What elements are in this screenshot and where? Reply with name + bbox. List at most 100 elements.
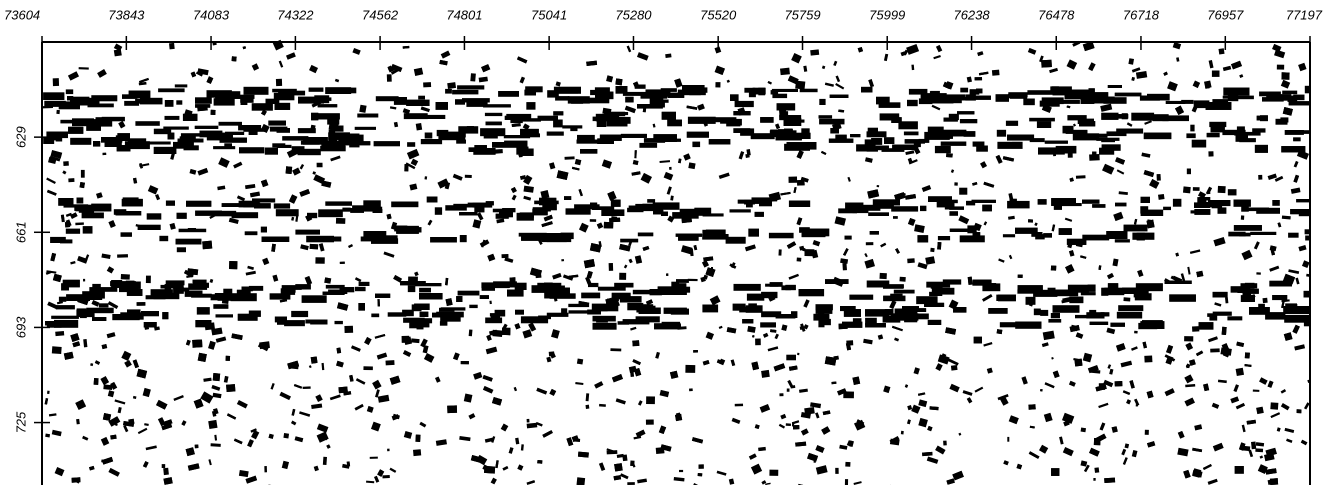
seismic-blob: [1033, 289, 1058, 297]
seismic-blob: [715, 82, 721, 88]
seismic-blob: [637, 232, 654, 237]
seismic-blob: [252, 198, 276, 203]
seismic-blob: [416, 319, 430, 328]
seismic-blob: [637, 478, 648, 484]
seismic-blob: [1182, 186, 1191, 194]
seismic-blob: [308, 365, 312, 369]
x-tick-label: 73843: [108, 7, 145, 22]
seismic-blob: [1252, 128, 1266, 133]
seismic-blob: [1169, 294, 1196, 302]
seismic-blob: [972, 141, 985, 147]
seismic-blob: [1023, 98, 1035, 106]
seismic-blob: [820, 150, 827, 155]
seismic-blob: [971, 199, 996, 203]
seismic-blob: [769, 469, 779, 476]
seismic-blob: [1272, 295, 1288, 301]
seismic-blob: [464, 174, 472, 179]
seismic-blob: [880, 242, 887, 248]
seismic-blob: [767, 346, 779, 352]
seismic-blob: [440, 307, 466, 311]
seismic-blob: [424, 176, 428, 180]
seismic-blob: [1239, 74, 1244, 78]
seismic-blob: [1212, 291, 1228, 298]
seismic-blob: [842, 321, 863, 328]
seismic-blob: [634, 368, 642, 377]
seismic-blob: [946, 478, 955, 485]
seismic-blob: [287, 360, 300, 370]
seismic-blob: [500, 423, 509, 432]
seismic-blob: [295, 229, 320, 235]
seismic-blob: [1235, 367, 1245, 376]
seismic-blob: [236, 400, 248, 409]
seismic-blob: [1230, 396, 1240, 404]
seismic-blob: [387, 64, 397, 73]
seismic-blob: [298, 96, 324, 104]
seismic-blob: [115, 211, 142, 216]
seismic-blob: [1207, 478, 1218, 485]
seismic-blob: [525, 86, 543, 93]
seismic-blob: [577, 134, 595, 143]
seismic-blob: [876, 184, 880, 188]
seismic-blob: [720, 120, 734, 124]
seismic-blob: [273, 203, 291, 209]
seismic-blob: [642, 106, 647, 113]
seismic-blob: [1082, 234, 1110, 241]
seismic-blob: [1008, 215, 1015, 220]
seismic-blob: [311, 403, 323, 409]
seismic-blob: [597, 138, 614, 144]
seismic-blob: [70, 96, 90, 105]
seismic-blob: [654, 323, 678, 330]
seismic-blob: [926, 99, 954, 104]
seismic-blob: [927, 126, 944, 135]
seismic-blob: [75, 399, 87, 410]
seismic-blob: [1294, 344, 1306, 351]
seismic-blob: [852, 318, 862, 325]
seismic-blob: [619, 272, 627, 280]
seismic-blob: [633, 435, 642, 440]
x-tick-label: 73604: [4, 7, 40, 22]
seismic-blob: [596, 119, 607, 127]
seismic-blob: [907, 157, 913, 164]
seismic-blob: [838, 109, 845, 113]
seismic-blob: [1025, 296, 1036, 305]
seismic-blob: [962, 390, 973, 396]
seismic-blob: [1008, 254, 1013, 260]
seismic-blob: [658, 425, 667, 435]
seismic-blob: [819, 118, 845, 125]
seismic-blob: [274, 316, 287, 323]
seismic-blob: [748, 228, 759, 237]
seismic-blob: [937, 241, 942, 250]
seismic-blob: [843, 391, 854, 399]
seismic-blob: [507, 289, 524, 297]
seismic-blob: [553, 119, 563, 128]
seismic-blob: [348, 244, 353, 248]
seismic-blob: [1206, 191, 1211, 195]
seismic-blob: [194, 444, 199, 449]
seismic-blob: [400, 281, 426, 286]
seismic-blob: [882, 315, 901, 323]
seismic-blob: [1062, 125, 1074, 134]
seismic-blob: [950, 365, 958, 371]
seismic-blob: [535, 422, 543, 427]
seismic-blob: [389, 106, 397, 110]
seismic-blob: [1172, 198, 1182, 207]
seismic-blob: [419, 293, 443, 300]
seismic-blob: [555, 81, 561, 87]
seismic-blob: [903, 49, 909, 56]
seismic-blob: [1274, 175, 1284, 182]
seismic-blob: [1208, 151, 1214, 157]
seismic-blob: [195, 210, 222, 216]
seismic-blob: [879, 272, 887, 280]
seismic-blob: [1126, 122, 1133, 127]
seismic-blob: [857, 47, 864, 53]
seismic-blob: [980, 161, 988, 169]
seismic-blob: [225, 355, 231, 361]
seismic-blob: [1007, 134, 1035, 141]
seismic-blob: [510, 186, 517, 194]
seismic-blob: [46, 189, 57, 196]
seismic-blob: [1304, 402, 1310, 410]
seismic-blob: [800, 412, 811, 419]
seismic-blob: [509, 277, 516, 283]
seismic-blob: [1112, 258, 1119, 267]
y-tick-label: 661: [13, 221, 28, 243]
